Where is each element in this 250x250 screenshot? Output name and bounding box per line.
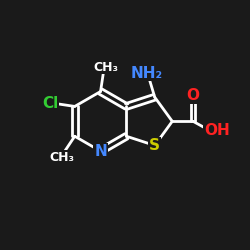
Text: NH₂: NH₂ [130, 66, 163, 80]
Text: OH: OH [204, 124, 230, 138]
Text: S: S [149, 138, 160, 153]
Text: O: O [186, 88, 200, 104]
Text: Cl: Cl [42, 96, 59, 111]
Text: CH₃: CH₃ [50, 151, 74, 164]
Text: CH₃: CH₃ [94, 61, 118, 74]
Text: N: N [94, 144, 107, 159]
